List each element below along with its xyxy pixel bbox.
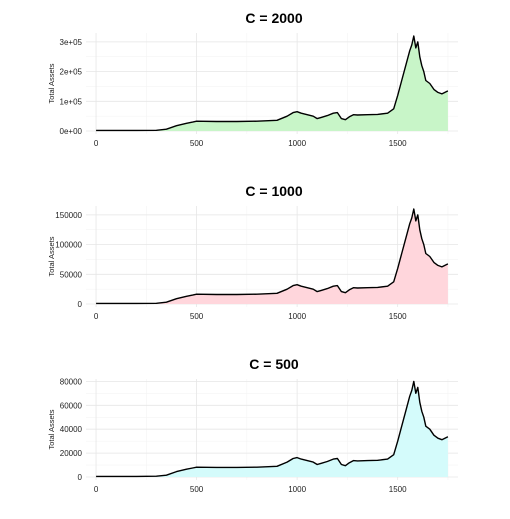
area-fill [96,209,448,305]
x-tick-label: 1000 [288,485,306,494]
y-tick-label: 0 [78,473,83,482]
x-tick-label: 1500 [389,139,407,148]
y-tick-label: 80000 [60,377,83,386]
x-tick-label: 500 [190,312,204,321]
y-axis-label: Total Assets [47,409,56,449]
x-tick-label: 0 [94,312,99,321]
area-fill [96,381,448,478]
x-tick-label: 500 [190,139,204,148]
y-tick-label: 50000 [60,270,83,279]
chart-title: C = 500 [249,356,299,372]
y-tick-label: 0e+00 [60,127,83,136]
chart-title: C = 2000 [245,10,302,26]
y-axis-label: Total Assets [47,63,56,103]
x-tick-label: 1500 [389,485,407,494]
chart-c500: C = 500 0 500 1000 1500 0 20000 40000 60000 80000… [47,356,458,494]
chart-c2000: C = 2000 0 500 1000 1500 0e+00 1e+05 2e+05 3e+05… [47,10,458,148]
y-tick-label: 40000 [60,425,83,434]
chart-title: C = 1000 [245,183,302,199]
y-tick-label: 2e+05 [60,68,83,77]
area-fill [96,36,448,132]
chart-c1000: C = 1000 0 500 1000 1500 0 50000 100000 150000 To… [47,183,458,321]
series-line [96,380,449,478]
series-line [96,35,449,132]
y-tick-label: 150000 [55,211,82,220]
y-tick-label: 0 [78,300,83,309]
y-tick-label: 20000 [60,449,83,458]
y-tick-label: 3e+05 [60,38,83,47]
y-tick-label: 100000 [55,241,82,250]
x-tick-label: 1000 [288,312,306,321]
series-line [96,208,449,305]
x-tick-label: 0 [94,485,99,494]
x-tick-label: 1500 [389,312,407,321]
y-axis-label: Total Assets [47,236,56,276]
x-tick-label: 1000 [288,139,306,148]
x-tick-label: 0 [94,139,99,148]
y-tick-label: 1e+05 [60,97,83,106]
x-tick-label: 500 [190,485,204,494]
y-tick-label: 60000 [60,401,83,410]
